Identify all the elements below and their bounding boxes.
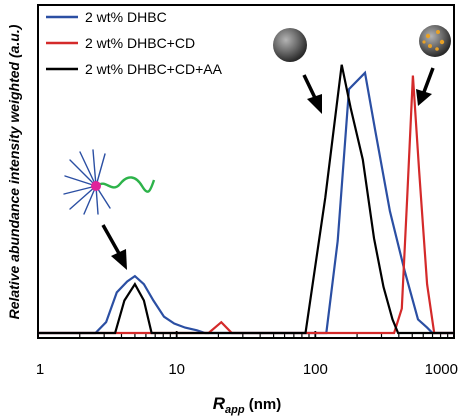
x-axis-tick-labels: 1 10 100 1000 [36,361,458,378]
legend: 2 wt% DHBC 2 wt% DHBC+CD 2 wt% DHBC+CD+A… [46,9,223,77]
plot-frame [37,4,455,339]
series-line-0 [38,70,454,335]
x-axis-label-unit: (nm) [245,396,282,413]
x-tick-label: 1 [36,361,44,378]
polymer-illustration [63,149,111,215]
x-tick-label: 100 [303,361,328,378]
gold-particle-sphere-illustration [419,25,451,57]
series-line-1 [38,75,454,335]
x-tick-label: 10 [168,361,185,378]
polymer-core-dot [91,181,101,191]
legend-label-dhbc-cd: 2 wt% DHBC+CD [85,35,195,51]
y-axis-label: Relative abundance intensity weighted (a… [6,24,22,319]
x-axis-label-main: R [213,394,226,413]
x-axis-label: Rapp (nm) [213,394,282,416]
x-axis-label-sub: app [225,404,245,416]
series-lines [38,64,454,335]
gray-sphere-illustration [273,28,307,62]
legend-label-dhbc-cd-aa: 2 wt% DHBC+CD+AA [85,61,223,77]
annotation-arrows [101,67,435,270]
x-tick-label: 1000 [425,361,458,378]
polymer-green-chain [97,176,156,193]
legend-label-dhbc: 2 wt% DHBC [85,9,167,25]
series-line-2 [38,64,454,335]
